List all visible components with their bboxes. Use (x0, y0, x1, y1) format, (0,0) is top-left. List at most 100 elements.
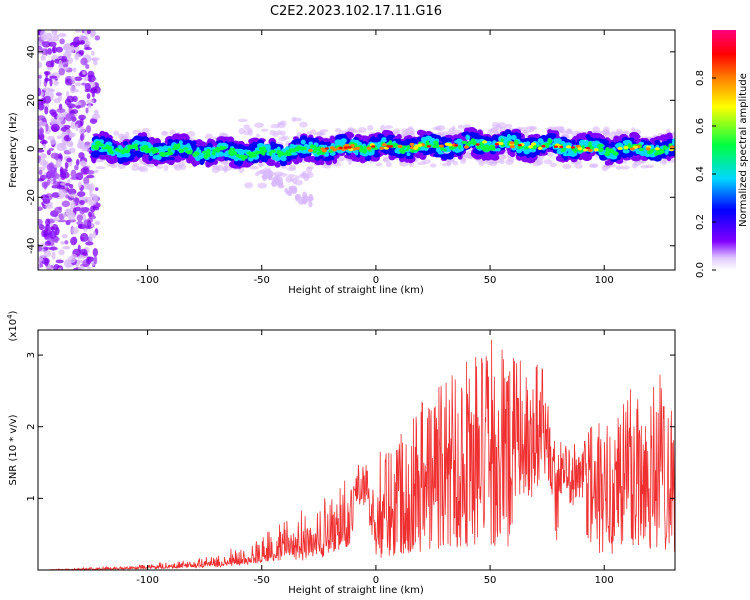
spectrogram-cell (85, 125, 92, 134)
spectrogram-cell (88, 199, 97, 206)
spectrogram-cell (500, 159, 505, 165)
spectrogram-cell (38, 166, 46, 171)
spectrogram-cell (454, 140, 461, 144)
x-tick-label: -100 (136, 575, 159, 586)
spectrogram-cell (124, 131, 130, 138)
spectrogram-cell (45, 48, 49, 56)
spectrogram-cell (558, 128, 565, 133)
spectrogram-cell (605, 147, 610, 153)
spectrogram-cell (81, 82, 87, 86)
spectrogram-cell (63, 43, 71, 51)
spectrogram-cell (162, 145, 169, 152)
spectrogram-cell (662, 159, 668, 164)
spectrogram-cell (514, 142, 520, 146)
spectrogram-cell (662, 145, 668, 150)
spectrogram-cell (58, 68, 66, 76)
spectrogram-cell (178, 140, 183, 145)
spectrogram-cell (56, 142, 66, 152)
spectrogram-cell (44, 106, 49, 115)
spectrogram-cell (386, 145, 391, 148)
spectrogram-cell (89, 88, 97, 94)
spectrogram-cell (70, 44, 75, 54)
spectrogram-cell (79, 248, 88, 256)
spectrogram-cell (362, 149, 367, 154)
spectrogram-cell (53, 175, 57, 184)
spectrogram-cell (491, 146, 496, 151)
spectrogram-cell (86, 266, 91, 270)
spectrogram-cell (300, 153, 308, 158)
spectrogram-cell (44, 250, 52, 258)
spectrogram-cell (377, 133, 385, 139)
spectrogram-x-label: Height of straight line (km) (288, 285, 424, 296)
spectrogram-cell (475, 143, 480, 146)
spectrogram-cell (53, 80, 59, 86)
spectrogram-cell (548, 132, 557, 139)
spectrogram-cell (172, 147, 178, 151)
spectrogram-cell (262, 174, 268, 182)
spectrogram-cell (64, 50, 72, 58)
spectrogram-cell (54, 153, 60, 161)
spectrogram-cell (277, 176, 283, 184)
spectrogram-frame (37, 29, 676, 271)
spectrogram-cell (438, 144, 444, 148)
spectrogram-cell (442, 130, 448, 137)
spectrogram-cell (42, 143, 46, 150)
spectrogram-cell (66, 90, 70, 98)
spectrogram-cell (56, 108, 66, 114)
spectrogram-cell (51, 30, 58, 36)
spectrogram-cell (457, 124, 464, 129)
spectrogram-cell (470, 138, 476, 142)
spectrogram-cell (122, 147, 127, 151)
spectrogram-cell (74, 89, 80, 93)
spectrogram-cell (88, 183, 95, 192)
spectrogram-cell (83, 176, 90, 185)
spectrogram-cell (260, 128, 269, 132)
spectrogram-cell (463, 145, 469, 149)
spectrogram-cell (425, 141, 430, 144)
spectrogram-cell (266, 144, 271, 150)
spectrogram-cell (421, 139, 426, 144)
spectrogram-cell (47, 174, 52, 179)
spectrogram-cell (485, 155, 495, 160)
spectrogram-cell (87, 256, 94, 262)
spectrogram-y-label: Frequency (Hz) (8, 112, 19, 188)
spectrogram-cell (482, 140, 488, 144)
spectrogram-cell (86, 174, 95, 179)
spectrogram-cell (382, 156, 388, 162)
spectrogram-cell (593, 148, 599, 152)
spectrogram-cell (88, 76, 92, 82)
spectrogram-cell (86, 99, 95, 104)
spectrogram-cell (321, 149, 327, 153)
spectrogram-cell (67, 103, 76, 109)
spectrogram-cell (75, 30, 81, 33)
spectrogram-cell (548, 139, 553, 144)
spectrogram-cell (167, 151, 173, 155)
spectrogram-cell (410, 130, 416, 138)
snr-panel: -100 -50 0 50 100 1 2 3 Height of straight lin… (6, 310, 676, 596)
spectrogram-cell (63, 63, 69, 68)
spectrogram-cell (291, 116, 297, 122)
spectrogram-cell (58, 59, 63, 67)
spectrogram-cell (38, 115, 46, 122)
spectrogram-cell (287, 173, 296, 178)
spectrogram-cell (78, 114, 86, 121)
spectrogram-cell (67, 211, 76, 221)
spectrogram-cell (44, 32, 53, 42)
spectrogram-cell (587, 148, 593, 153)
spectrogram-cell (163, 152, 170, 156)
y-tick-label: 2 (26, 424, 37, 430)
spectrogram-cell (70, 121, 77, 130)
snr-y-scale: (x104) (6, 310, 19, 341)
spectrogram-cell (284, 187, 288, 194)
spectrogram-cell (205, 150, 210, 155)
spectrogram-cell (69, 193, 78, 198)
spectrogram-cell (84, 36, 89, 43)
spectrogram-cell (84, 83, 91, 91)
spectrogram-cell (305, 172, 310, 180)
spectrogram-cell (38, 61, 43, 69)
spectrogram-cell (78, 152, 85, 159)
spectrogram-cell (38, 263, 41, 270)
spectrogram-cell (58, 33, 67, 38)
spectrogram-cell (250, 154, 257, 158)
spectrogram-cell (358, 149, 364, 153)
